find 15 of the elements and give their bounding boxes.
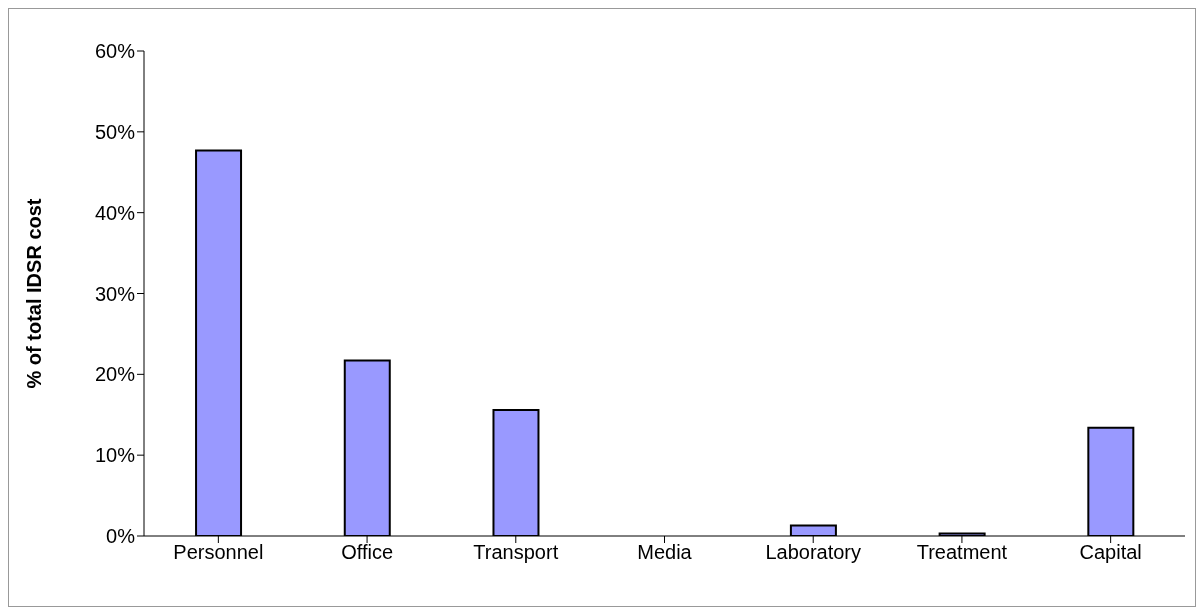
x-tick-label: Personnel xyxy=(173,541,264,564)
x-tick-label: Office xyxy=(341,541,394,564)
y-tick-label: 40% xyxy=(94,201,136,224)
x-tick-label: Treatment xyxy=(916,541,1008,564)
x-tick-label: Media xyxy=(637,541,693,564)
y-tick-label: 20% xyxy=(94,363,136,386)
y-tick-label: 10% xyxy=(94,444,136,467)
y-tick-label: 30% xyxy=(94,282,136,305)
x-tick-label: Transport xyxy=(473,541,559,564)
y-axis-title: % of total IDSR cost xyxy=(23,198,46,389)
y-tick-label: 0% xyxy=(106,525,136,548)
y-tick-label: 50% xyxy=(94,120,136,143)
y-tick-label: 60% xyxy=(94,40,136,63)
x-tick-label: Laboratory xyxy=(765,541,862,564)
x-tick-label: Capital xyxy=(1079,541,1142,564)
